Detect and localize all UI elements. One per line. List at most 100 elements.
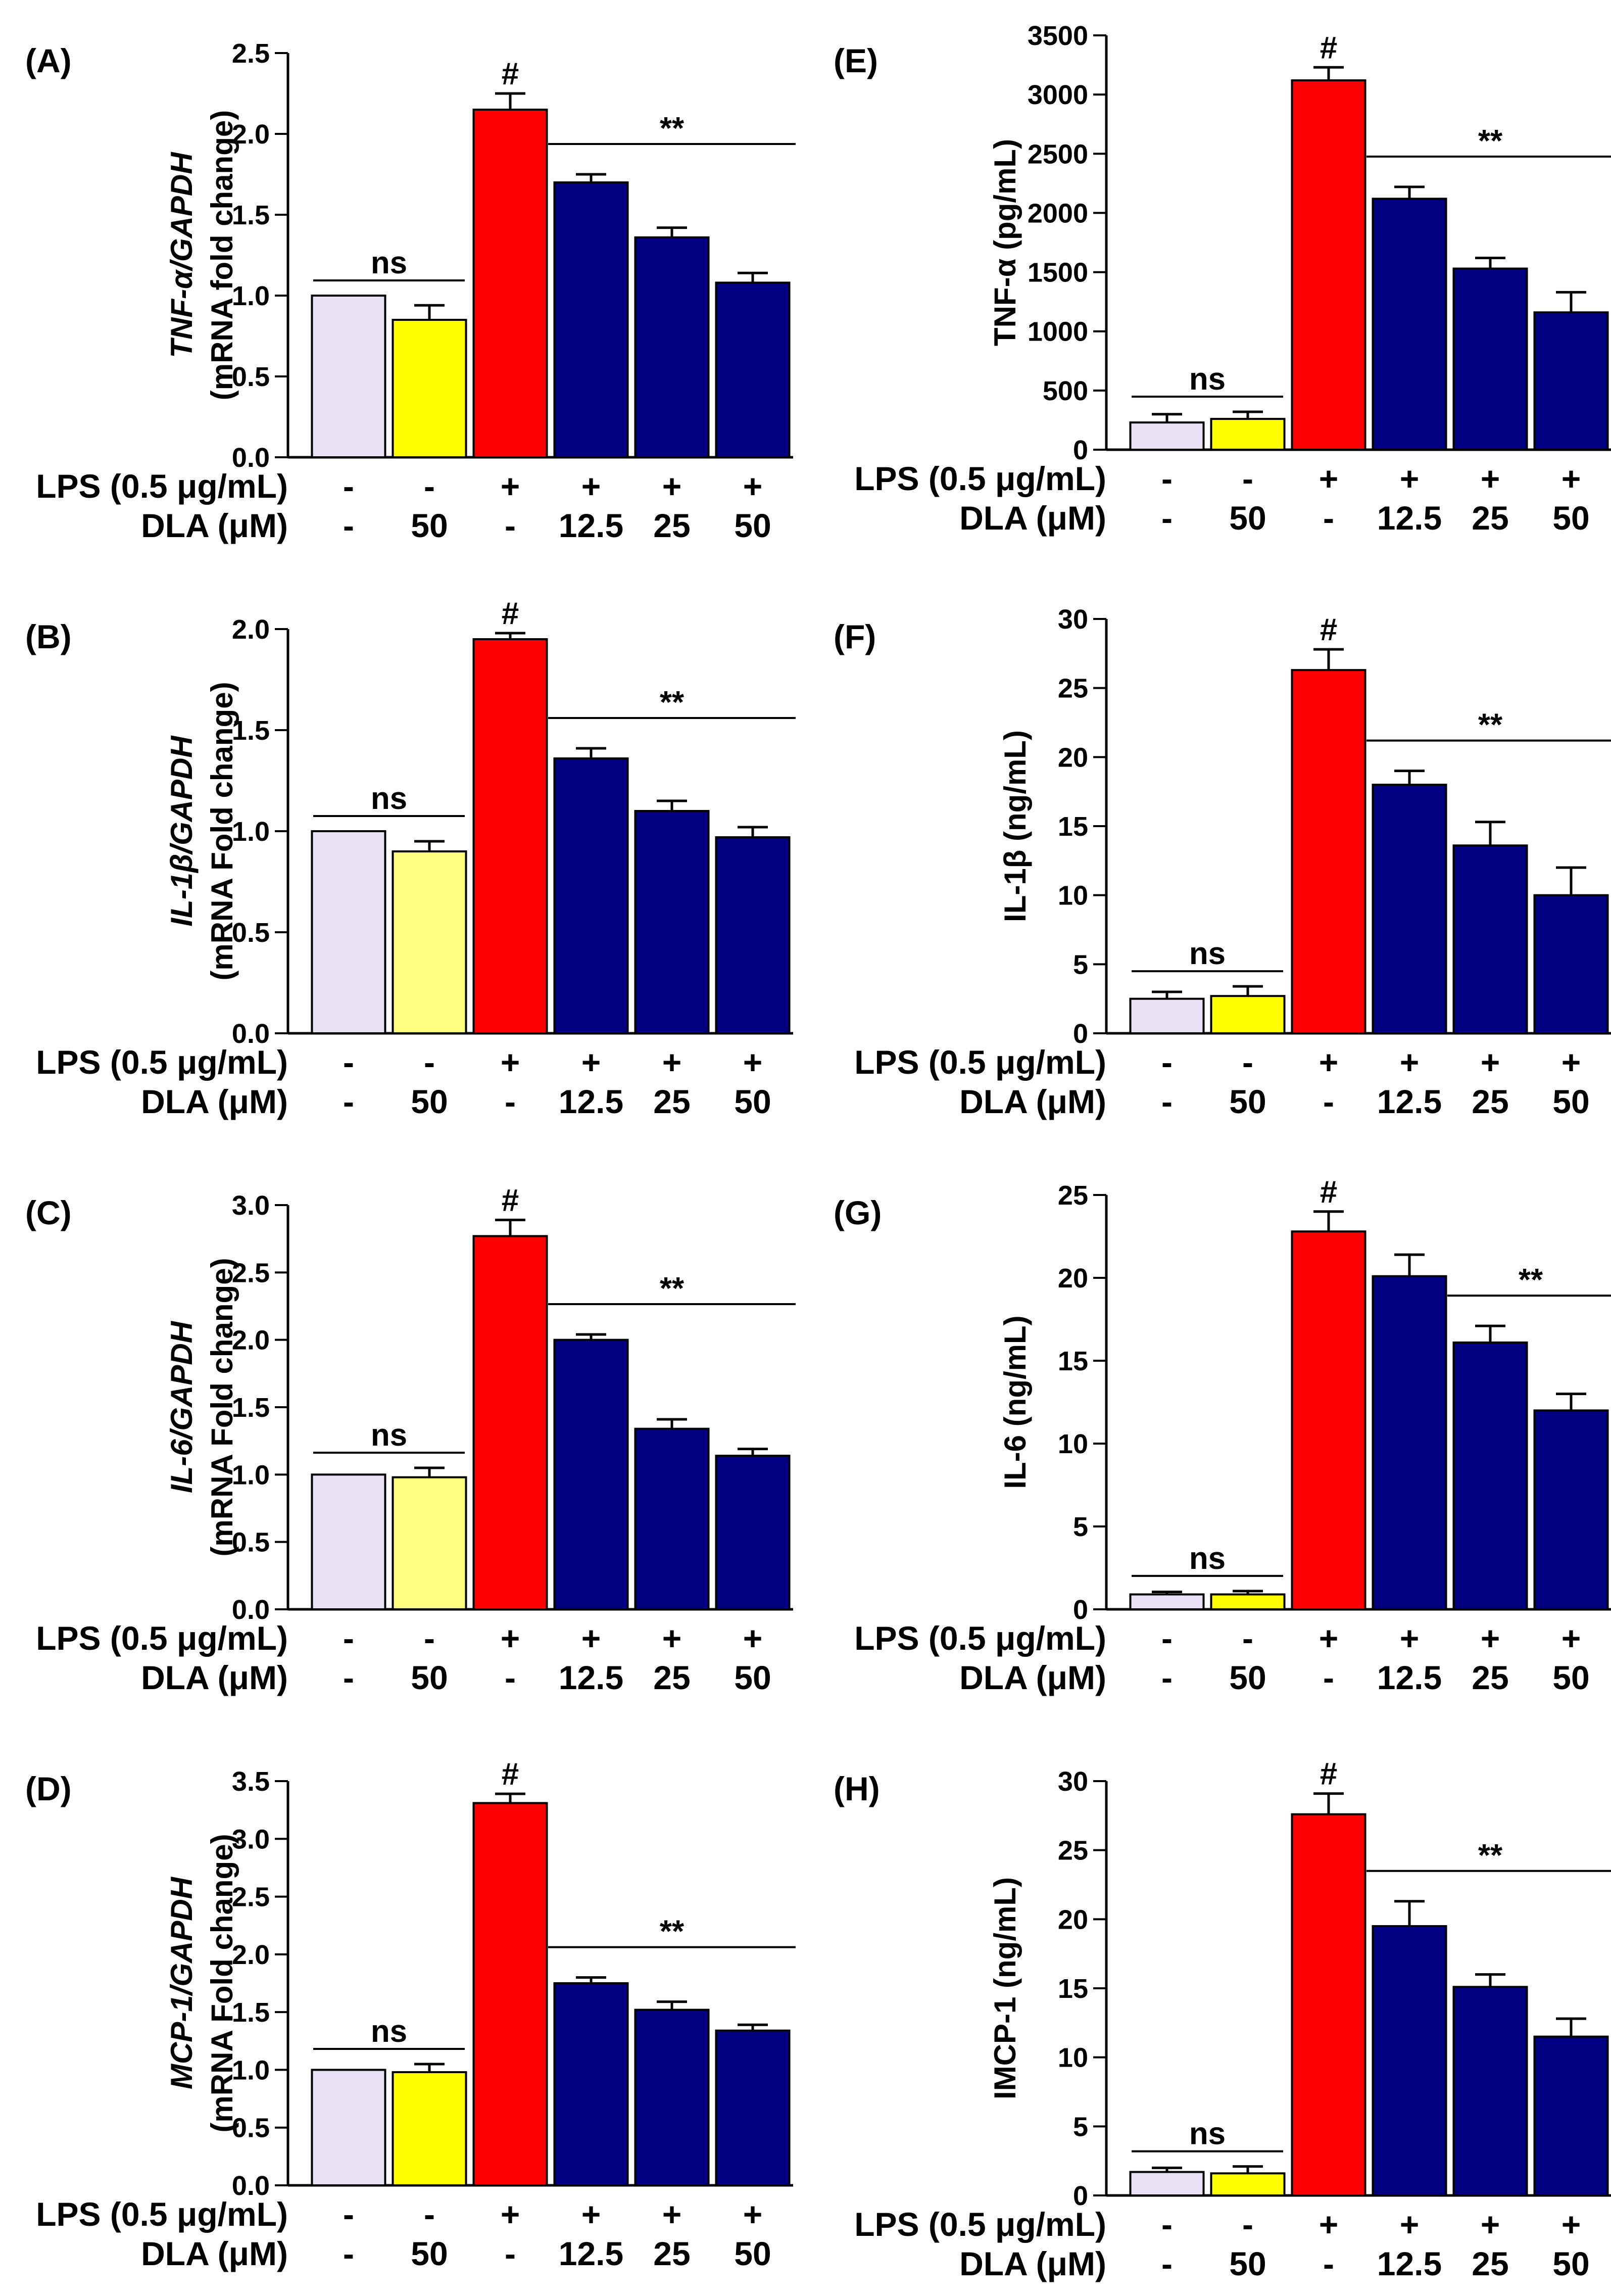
bar-1 (311, 830, 386, 1034)
bar-2 (392, 2071, 467, 2186)
lps-row-label: LPS (0.5 μg/mL) (36, 467, 288, 505)
dla-row-label: DLA (μM) (141, 1659, 288, 1696)
star-label: ** (660, 1915, 685, 1949)
lps-condition: + (581, 2195, 601, 2233)
dla-condition: 50 (1552, 2245, 1589, 2282)
dla-row-label: DLA (μM) (959, 499, 1106, 537)
bar-3 (472, 1235, 548, 1610)
lps-row-label: LPS (0.5 μg/mL) (854, 460, 1106, 497)
bar-6 (715, 281, 791, 459)
y-tick-label: 0.0 (232, 443, 270, 473)
dla-condition: - (343, 1659, 354, 1696)
lps-condition: - (1161, 1043, 1173, 1081)
lps-row-label: LPS (0.5 μg/mL) (854, 2206, 1106, 2243)
lps-condition: + (1400, 1619, 1420, 1657)
y-tick-label: 3000 (1028, 80, 1088, 110)
bar-3 (472, 638, 548, 1034)
y-tick-label: 0 (1073, 1019, 1088, 1049)
dla-condition: 12.5 (1377, 1083, 1442, 1120)
bar-2 (1210, 2172, 1286, 2196)
y-axis-title: IMCP-1 (ng/mL) (988, 1877, 1022, 2099)
bar-1 (1129, 997, 1205, 1034)
y-tick-label: 5 (1073, 949, 1088, 980)
lps-condition: + (1400, 2206, 1420, 2243)
y-tick-label: 500 (1043, 376, 1088, 406)
dla-condition: 25 (1472, 2245, 1508, 2282)
lps-row-label: LPS (0.5 μg/mL) (854, 1619, 1106, 1657)
dla-condition: - (1161, 1659, 1173, 1696)
y-tick-label: 0.5 (232, 918, 270, 948)
dla-condition: - (1161, 499, 1173, 537)
dla-condition: 25 (1472, 1083, 1508, 1120)
panel-label: (F) (834, 618, 876, 655)
y-tick-label: 10 (1058, 881, 1088, 911)
y-axis-title: IL-1β/GAPDH (mRNA Fold change) (165, 682, 239, 980)
bar-1 (311, 2069, 386, 2187)
lps-condition: - (343, 1043, 354, 1081)
bar-4 (1372, 1275, 1447, 1610)
y-tick-label: 1.5 (232, 200, 270, 230)
bar-1 (1129, 421, 1205, 451)
bar-4 (1372, 784, 1447, 1034)
bar-5 (1452, 844, 1528, 1035)
lps-condition: - (343, 1619, 354, 1657)
panel-label: (C) (25, 1194, 72, 1231)
lps-condition: - (424, 1619, 435, 1657)
dla-condition: 25 (653, 1083, 690, 1120)
y-tick-label: 0.5 (232, 1527, 270, 1558)
y-tick-label: 25 (1058, 1836, 1088, 1866)
lps-condition: + (1481, 1043, 1500, 1081)
chart-panel-e: (E) 0 500 1000 1500 2000 2500 3000 3500 TNF-α (pg… (834, 21, 1611, 537)
dla-condition: 50 (734, 1083, 771, 1120)
bar-6 (715, 1455, 791, 1610)
lps-condition: + (1561, 1619, 1581, 1657)
lps-row-label: LPS (0.5 μg/mL) (36, 2195, 288, 2233)
ns-label: ns (371, 246, 407, 280)
lps-condition: + (501, 2195, 520, 2233)
dla-condition: 25 (1472, 1659, 1508, 1696)
lps-condition: + (662, 467, 682, 505)
lps-condition: + (501, 1043, 520, 1081)
lps-condition: + (1319, 2206, 1339, 2243)
bar-5 (634, 236, 710, 458)
panel-label: (B) (25, 618, 72, 655)
dla-condition: - (1161, 2245, 1173, 2282)
lps-condition: - (424, 2195, 435, 2233)
lps-condition: + (1319, 1043, 1339, 1081)
lps-condition: - (1161, 1619, 1173, 1657)
ns-label: ns (1189, 1541, 1226, 1576)
dla-condition: 50 (1552, 1083, 1589, 1120)
dla-condition: 50 (1229, 1083, 1266, 1120)
hash-label: # (1320, 612, 1337, 647)
bar-6 (1533, 894, 1609, 1034)
y-axis-title: IL-1β (ng/mL) (998, 730, 1032, 922)
y-tick-label: 1000 (1028, 317, 1088, 347)
dla-row-label: DLA (μM) (959, 2245, 1106, 2282)
lps-condition: + (581, 1619, 601, 1657)
y-axis-title-unit: IL-1β (ng/mL) (998, 730, 1032, 922)
lps-condition: + (743, 1619, 763, 1657)
bar-5 (634, 2008, 710, 2187)
y-tick-label: 2.5 (232, 1258, 270, 1288)
bar-4 (553, 1338, 629, 1611)
hash-label: # (1320, 30, 1337, 65)
bar-5 (634, 1427, 710, 1611)
lps-condition: + (662, 1619, 682, 1657)
y-tick-label: 1.0 (232, 817, 270, 847)
y-tick-label: 1.0 (232, 281, 270, 311)
dla-condition: 12.5 (559, 1659, 623, 1696)
dla-row-label: DLA (μM) (141, 507, 288, 544)
bar-3 (1291, 669, 1366, 1034)
y-tick-label: 10 (1058, 2043, 1088, 2073)
y-tick-label: 20 (1058, 1904, 1088, 1935)
panel-label: (G) (834, 1194, 882, 1231)
bar-1 (311, 295, 386, 458)
lps-condition: + (1400, 1043, 1420, 1081)
y-tick-label: 1.5 (232, 715, 270, 746)
hash-label: # (1320, 1757, 1337, 1792)
hash-label: # (502, 1757, 519, 1792)
lps-row-label: LPS (0.5 μg/mL) (36, 1043, 288, 1081)
chart-panel-f: (F) 0 5 10 15 20 25 30 IL-1β (ng/mL) ns # ** LPS (0.… (834, 604, 1611, 1120)
y-tick-label: 30 (1058, 1766, 1088, 1797)
lps-row-label: LPS (0.5 μg/mL) (854, 1043, 1106, 1081)
